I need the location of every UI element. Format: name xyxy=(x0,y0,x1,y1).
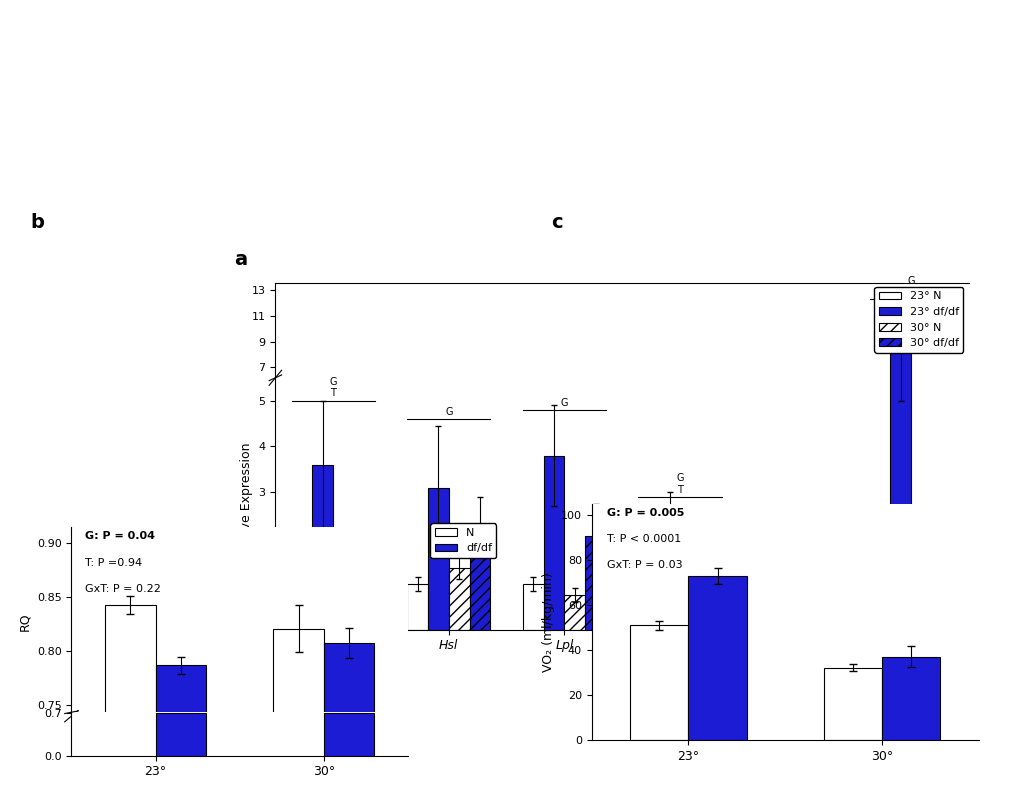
Text: G: P = 0.04: G: P = 0.04 xyxy=(85,531,155,541)
Bar xyxy=(931,572,952,630)
Bar xyxy=(407,584,428,630)
Bar xyxy=(105,605,156,787)
Bar xyxy=(700,449,720,458)
Y-axis label: RQ: RQ xyxy=(18,612,32,631)
Bar xyxy=(291,584,312,630)
Bar xyxy=(523,584,543,630)
Bar xyxy=(890,348,910,458)
Bar xyxy=(795,447,815,458)
Bar xyxy=(931,442,952,458)
Text: G: G xyxy=(444,407,452,416)
Text: G
T: G T xyxy=(907,276,914,297)
Y-axis label: Relative Expression: Relative Expression xyxy=(239,442,253,565)
Bar xyxy=(312,465,333,630)
Legend: 23° N, 23° df/df, 30° N, 30° df/df: 23° N, 23° df/df, 30° N, 30° df/df xyxy=(873,287,963,353)
Bar xyxy=(564,449,585,458)
Bar xyxy=(523,445,543,458)
Bar xyxy=(630,625,688,740)
Bar xyxy=(638,445,658,458)
Bar xyxy=(774,446,795,458)
Bar xyxy=(312,412,333,458)
Bar xyxy=(869,445,890,458)
Bar xyxy=(469,524,490,630)
Legend: N, df/df: N, df/df xyxy=(430,523,496,558)
Bar xyxy=(815,449,837,458)
Bar xyxy=(354,611,374,630)
Bar xyxy=(156,714,206,756)
Bar xyxy=(564,595,585,630)
Text: T: T xyxy=(792,544,798,554)
Bar xyxy=(407,445,428,458)
Text: T: P =0.94: T: P =0.94 xyxy=(85,557,142,567)
Bar xyxy=(815,597,837,630)
Bar xyxy=(324,714,374,756)
Bar xyxy=(333,625,354,630)
Bar xyxy=(333,456,354,458)
Text: G
T: G T xyxy=(329,377,336,398)
Bar xyxy=(543,408,564,458)
Bar xyxy=(795,591,815,630)
Text: c: c xyxy=(550,213,561,232)
Text: b: b xyxy=(31,213,45,232)
Bar xyxy=(638,584,658,630)
Text: GxT: P = 0.03: GxT: P = 0.03 xyxy=(606,560,682,571)
Bar xyxy=(688,575,746,740)
Bar xyxy=(428,488,448,630)
Bar xyxy=(585,536,605,630)
Text: T: P < 0.0001: T: P < 0.0001 xyxy=(606,534,681,545)
Text: a: a xyxy=(233,250,247,269)
Bar xyxy=(291,445,312,458)
Bar xyxy=(658,442,680,458)
Bar xyxy=(324,643,374,787)
Bar xyxy=(354,453,374,458)
Bar xyxy=(774,589,795,630)
Text: G: G xyxy=(560,397,568,408)
Bar xyxy=(658,570,680,630)
Bar xyxy=(823,668,881,740)
Text: GxT: P = 0.22: GxT: P = 0.22 xyxy=(85,584,161,594)
Bar xyxy=(753,445,774,458)
Bar xyxy=(428,418,448,458)
Bar xyxy=(469,428,490,458)
Bar xyxy=(585,431,605,458)
Text: G
T: G T xyxy=(676,473,683,494)
Bar xyxy=(448,567,469,630)
Bar xyxy=(881,656,940,740)
Bar xyxy=(700,600,720,630)
Bar xyxy=(448,441,469,458)
Bar xyxy=(680,451,700,458)
Bar xyxy=(543,456,564,630)
Bar xyxy=(753,584,774,630)
Bar xyxy=(869,584,890,630)
Bar xyxy=(910,453,931,458)
Bar xyxy=(273,629,324,787)
Y-axis label: VO₂ (ml/kg/min): VO₂ (ml/kg/min) xyxy=(542,572,554,671)
Bar xyxy=(156,666,206,787)
Bar xyxy=(680,604,700,630)
Bar xyxy=(890,240,910,630)
Bar xyxy=(910,609,931,630)
Text: G: P = 0.005: G: P = 0.005 xyxy=(606,508,684,519)
